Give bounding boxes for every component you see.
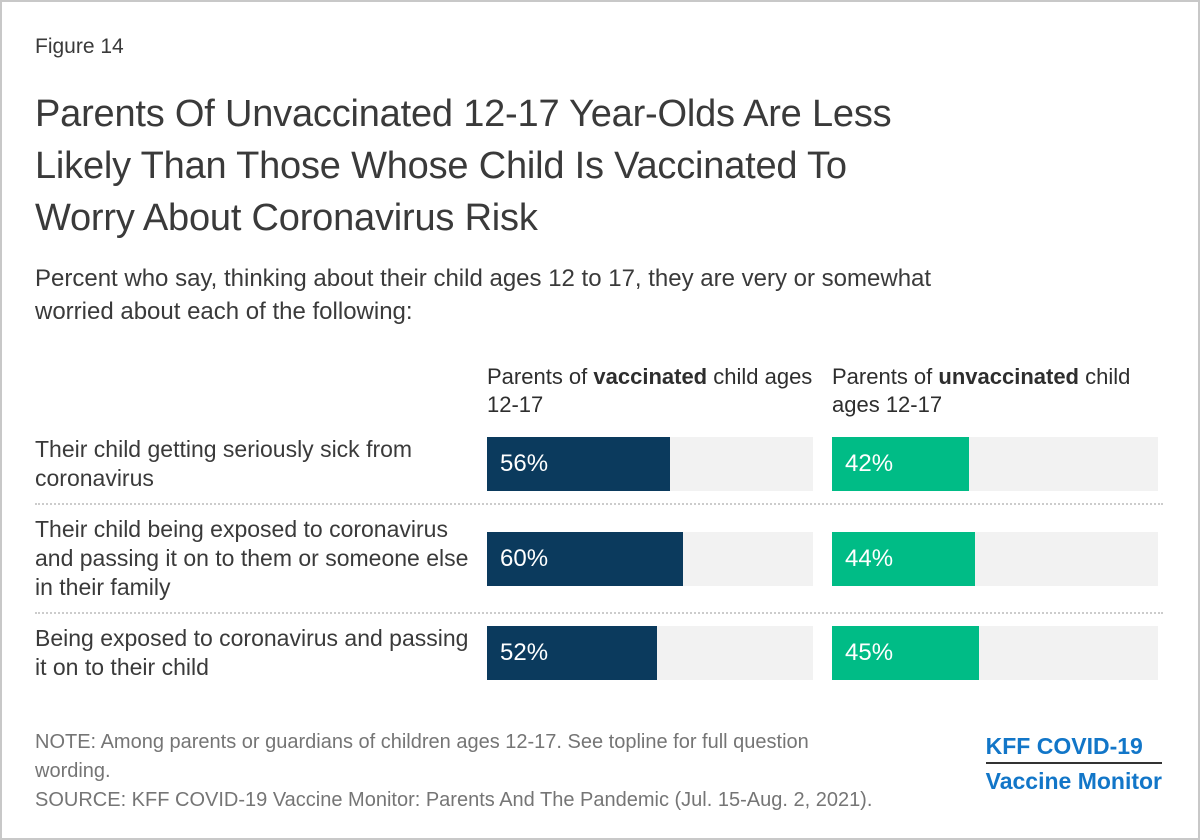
chart-title-line: Parents Of Unvaccinated 12-17 Year-Olds … (35, 93, 892, 135)
column-header-vaccinated: Parents of vaccinated child ages 12-17 (487, 363, 813, 419)
column-header-text: Parents of (487, 364, 594, 389)
column-header-text: child ages 12-17 (832, 364, 1131, 417)
bar-track-unvaccinated: 44% (832, 531, 1158, 586)
logo-line-1: KFF COVID-19 (985, 733, 1162, 764)
footnote: NOTE: Among parents or guardians of chil… (35, 728, 955, 815)
bar-unvaccinated: 44% (832, 531, 976, 586)
bar-vaccinated: 56% (487, 437, 670, 491)
note-text: wording. (35, 760, 111, 782)
row-label: Being exposed to coronavirus and passing… (35, 625, 469, 680)
row-label: Their child getting seriously sick from … (35, 436, 413, 491)
column-header-emphasis: vaccinated (593, 364, 708, 389)
bar-track-vaccinated: 52% (487, 626, 813, 680)
column-header-text: Parents of (832, 364, 939, 389)
bar-vaccinated: 60% (487, 531, 683, 586)
figure-number: Figure 14 (35, 35, 124, 58)
bar-value-label: 44% (845, 544, 894, 572)
bar-value-label: 56% (500, 450, 549, 477)
bar-value-label: 60% (500, 544, 549, 572)
chart-subtitle-line: worried about each of the following: (35, 298, 413, 325)
chart-title: Parents Of Unvaccinated 12-17 Year-Olds … (35, 88, 1163, 244)
chart-subtitle: Percent who say, thinking about their ch… (35, 262, 1163, 328)
bar-track-vaccinated: 60% (487, 531, 813, 586)
bar-track-vaccinated: 56% (487, 437, 813, 491)
table-row: Being exposed to coronavirus and passing… (35, 614, 1163, 692)
column-header-text: child ages 12-17 (487, 364, 813, 417)
table-row: Their child being exposed to coronavirus… (35, 505, 1163, 614)
bar-value-label: 45% (845, 639, 894, 666)
column-header-emphasis: unvaccinated (938, 364, 1079, 389)
bar-unvaccinated: 45% (832, 626, 979, 680)
column-headers: Parents of vaccinated child ages 12-17 P… (35, 363, 1163, 419)
logo-line-2: Vaccine Monitor (985, 768, 1162, 794)
bar-chart: Parents of vaccinated child ages 12-17 P… (35, 363, 1163, 692)
table-row: Their child getting seriously sick from … (35, 425, 1163, 505)
kff-vaccine-monitor-logo: KFF COVID-19 Vaccine Monitor (985, 733, 1162, 794)
label-column-spacer (35, 363, 487, 419)
bar-value-label: 42% (845, 450, 894, 477)
chart-rows: Their child getting seriously sick from … (35, 425, 1163, 692)
bar-unvaccinated: 42% (832, 437, 969, 491)
note-text: NOTE: Among parents or guardians of chil… (35, 731, 809, 753)
bar-value-label: 52% (500, 639, 549, 666)
row-label: Their child being exposed to coronavirus… (35, 516, 469, 600)
column-header-unvaccinated: Parents of unvaccinated child ages 12-17 (832, 363, 1158, 419)
bar-track-unvaccinated: 42% (832, 437, 1158, 491)
chart-title-line: Likely Than Those Whose Child Is Vaccina… (35, 145, 847, 187)
chart-title-line: Worry About Coronavirus Risk (35, 197, 538, 239)
chart-subtitle-line: Percent who say, thinking about their ch… (35, 265, 932, 292)
bar-vaccinated: 52% (487, 626, 657, 680)
bar-track-unvaccinated: 45% (832, 626, 1158, 680)
source-text: SOURCE: KFF COVID-19 Vaccine Monitor: Pa… (35, 789, 873, 811)
